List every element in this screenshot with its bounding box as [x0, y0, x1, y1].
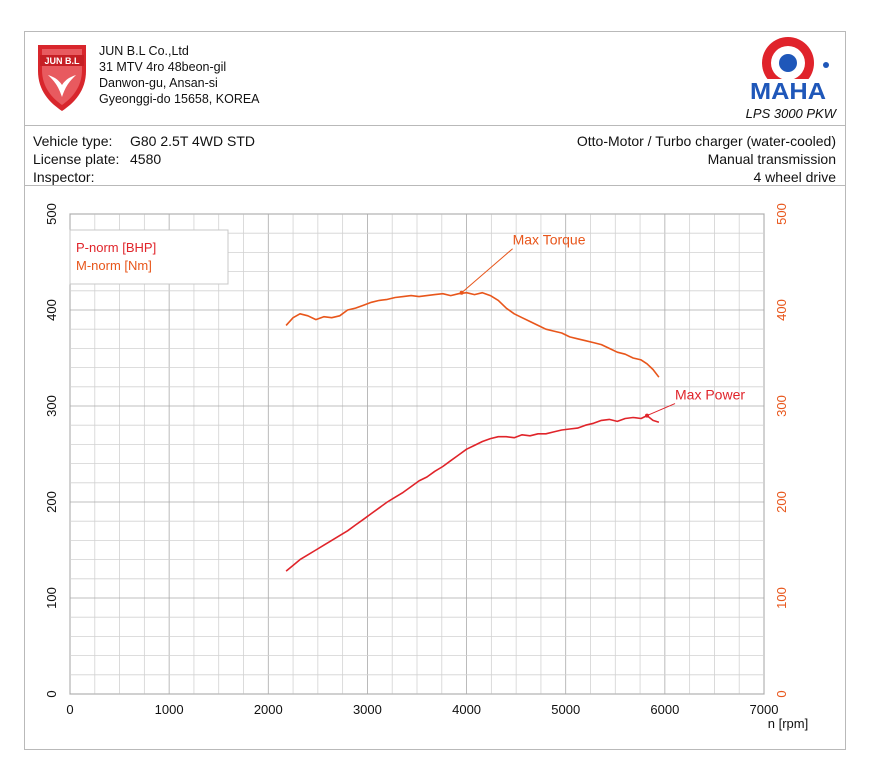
inspector-label: Inspector: — [33, 169, 95, 185]
annotation-marker — [645, 413, 650, 418]
vehicle-type-value: G80 2.5T 4WD STD — [130, 133, 256, 149]
x-tick-label: 3000 — [353, 702, 382, 717]
svg-text:MAHA: MAHA — [750, 78, 826, 103]
legend: P-norm [BHP] M-norm [Nm] — [69, 229, 229, 285]
power-curve — [285, 414, 660, 572]
y-tick-label-left: 300 — [44, 395, 59, 417]
license-plate-value: 4580 — [130, 151, 162, 167]
x-tick-label: 1000 — [155, 702, 184, 717]
x-tick-label: 4000 — [452, 702, 481, 717]
y-tick-label-left: 0 — [44, 690, 59, 697]
address-line-1: 31 MTV 4ro 48beon-gil — [99, 60, 227, 74]
legend-item-torque: M-norm [Nm] — [76, 258, 152, 273]
company-address: JUN B.L Co.,Ltd 31 MTV 4ro 48beon-gil Da… — [99, 43, 260, 107]
license-plate-label: License plate: — [33, 151, 120, 167]
report-frame — [24, 31, 846, 750]
y-tick-label-left: 400 — [44, 299, 59, 321]
svg-text:JUN B.L: JUN B.L — [44, 56, 80, 66]
jun-bl-logo: JUN B.L — [38, 45, 86, 111]
x-tick-label: 7000 — [750, 702, 779, 717]
address-line-2: Danwon-gu, Ansan-si — [99, 76, 218, 90]
x-axis-label: n [rpm] — [768, 716, 808, 731]
info-divider — [24, 185, 846, 186]
product-name: LPS 3000 PKW — [745, 106, 836, 121]
y-tick-label-right: 500 — [774, 203, 789, 225]
transmission-type: Manual transmission — [707, 151, 836, 167]
x-tick-label: 0 — [66, 702, 73, 717]
report-header: JUN B.L JUN B.L Co.,Ltd 31 MTV 4ro 48beo… — [24, 31, 846, 126]
annotation-marker — [459, 290, 464, 295]
x-tick-label: 2000 — [254, 702, 283, 717]
max-torque-label: Max Torque — [513, 232, 586, 248]
annotation-leader — [461, 248, 513, 294]
y-tick-label-right: 400 — [774, 299, 789, 321]
maha-logo: MAHA — [750, 37, 829, 103]
address-line-3: Gyeonggi-do 15658, KOREA — [99, 92, 260, 106]
company-name: JUN B.L Co.,Ltd — [99, 44, 189, 58]
max-power-label: Max Power — [675, 387, 745, 403]
y-tick-label-left: 200 — [44, 491, 59, 513]
y-tick-label-right: 100 — [774, 587, 789, 609]
y-tick-label-left: 500 — [44, 203, 59, 225]
y-tick-label-right: 300 — [774, 395, 789, 417]
x-tick-label: 5000 — [551, 702, 580, 717]
annotation-leader — [646, 403, 676, 417]
legend-box — [69, 229, 229, 285]
vehicle-type-label: Vehicle type: — [33, 133, 113, 149]
y-tick-label-right: 0 — [774, 690, 789, 697]
torque-curve — [285, 291, 660, 378]
engine-type: Otto-Motor / Turbo charger (water-cooled… — [576, 133, 836, 149]
drive-type: 4 wheel drive — [753, 169, 837, 185]
legend-item-power: P-norm [BHP] — [76, 240, 156, 255]
y-tick-label-left: 100 — [44, 587, 59, 609]
x-tick-label: 6000 — [650, 702, 679, 717]
grid-lines — [69, 213, 765, 695]
y-tick-label-right: 200 — [774, 491, 789, 513]
vehicle-info: Vehicle type: G80 2.5T 4WD STD License p… — [24, 128, 846, 185]
